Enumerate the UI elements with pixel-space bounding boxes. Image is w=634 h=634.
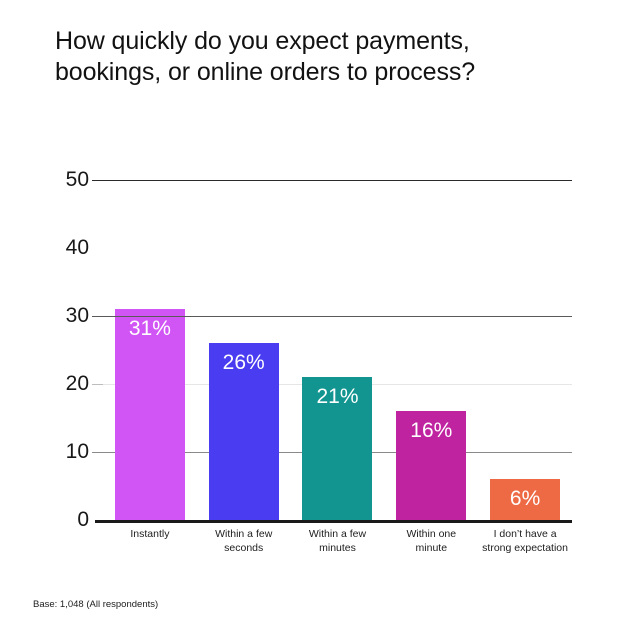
x-axis-label: I don’t have a strong expectation xyxy=(482,528,568,554)
gridline-50 xyxy=(103,180,572,181)
bar[interactable]: 21% xyxy=(302,377,373,520)
tick-10 xyxy=(92,452,103,453)
title-line-2: bookings, or online orders to process? xyxy=(55,58,476,86)
bar[interactable]: 6% xyxy=(490,479,561,520)
chart-plot-area: 50 40 30 20 10 0 31% 26% 21% 16% 6% xyxy=(66,168,572,531)
bar[interactable]: 26% xyxy=(208,343,279,520)
tick-20 xyxy=(92,384,103,385)
chart-footnote: Base: 1,048 (All respondents) xyxy=(33,599,159,610)
bar-slot: 16% xyxy=(384,180,478,520)
x-axis-labels: Instantly Within a few seconds Within a few… xyxy=(103,528,572,555)
y-axis-label-10: 10 xyxy=(65,440,89,463)
bar-slot: 6% xyxy=(478,180,572,520)
x-axis-label: Within one minute xyxy=(406,528,457,554)
title-line-1: How quickly do you expect payments, xyxy=(55,27,470,55)
y-axis-label-20: 20 xyxy=(65,372,89,395)
x-axis-line xyxy=(95,520,572,523)
x-axis-label: Within a few seconds xyxy=(215,528,273,554)
y-axis-label-30: 30 xyxy=(65,304,89,327)
bar-value-label: 16% xyxy=(410,419,453,443)
bar-slot: 31% xyxy=(103,180,197,520)
bar[interactable]: 31% xyxy=(114,309,185,520)
bar-value-label: 26% xyxy=(222,351,265,375)
y-axis-label-50: 50 xyxy=(65,168,89,191)
x-axis-label: Within a few minutes xyxy=(308,528,367,554)
bar-slot: 21% xyxy=(291,180,385,520)
bar-value-label: 21% xyxy=(316,385,359,409)
gridline-30 xyxy=(103,316,572,317)
bar-series: 31% 26% 21% 16% 6% xyxy=(103,180,572,520)
y-axis-label-0: 0 xyxy=(77,508,89,531)
x-axis-label: Instantly xyxy=(130,528,170,540)
page-title: How quickly do you expect payments, book… xyxy=(55,26,575,88)
bar[interactable]: 16% xyxy=(396,411,467,520)
tick-30 xyxy=(92,316,103,317)
tick-50 xyxy=(92,180,103,181)
bar-value-label: 6% xyxy=(509,487,541,511)
y-axis-label-40: 40 xyxy=(65,236,89,259)
bar-slot: 26% xyxy=(197,180,291,520)
bar-value-label: 31% xyxy=(128,317,171,341)
